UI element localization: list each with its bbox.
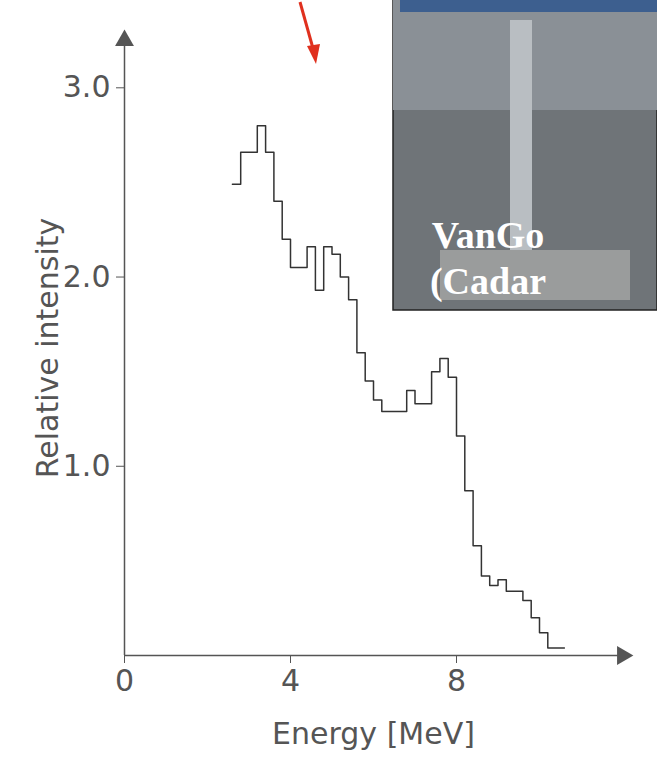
svg-text:3.0: 3.0 bbox=[63, 69, 111, 104]
svg-text:Relative intensity: Relative intensity bbox=[30, 218, 65, 479]
svg-text:Energy [MeV]: Energy [MeV] bbox=[272, 716, 475, 751]
svg-text:VanGo: VanGo bbox=[432, 214, 545, 256]
svg-text:1.0: 1.0 bbox=[63, 448, 111, 483]
svg-text:2.0: 2.0 bbox=[63, 259, 111, 294]
svg-text:(Cadar: (Cadar bbox=[430, 260, 546, 303]
svg-text:0: 0 bbox=[115, 663, 134, 698]
svg-text:8: 8 bbox=[447, 663, 466, 698]
svg-text:4: 4 bbox=[281, 663, 300, 698]
